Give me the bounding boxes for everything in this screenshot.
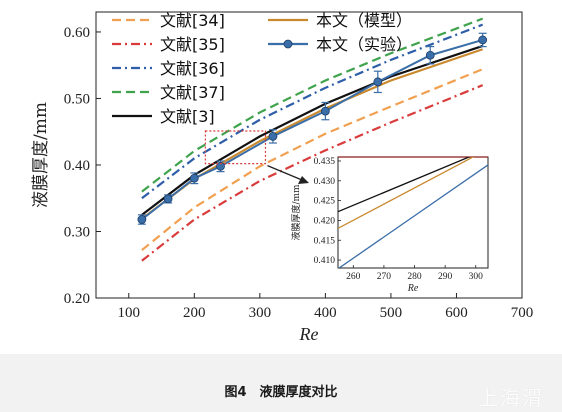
caption-bar [0, 354, 562, 412]
inset-x-tick-label: 260 [346, 272, 361, 282]
x-tick-label: 600 [445, 305, 468, 321]
inset-plot: 260 270 280 290 300 0.410 0.415 0.420 0.425 0.430… [290, 156, 489, 294]
legend-label: 文献[3] [160, 107, 215, 126]
y-tick-label: 0.30 [64, 224, 90, 240]
y-tick-label: 0.60 [64, 25, 90, 41]
data-point [163, 194, 173, 204]
x-tick-label: 700 [511, 305, 534, 321]
series-line [141, 17, 484, 193]
series-line [141, 44, 484, 216]
inset-y-tick-label: 0.430 [314, 177, 336, 187]
data-point [425, 50, 435, 60]
inset-y-tick-label: 0.410 [314, 256, 336, 266]
legend-marker [283, 39, 293, 49]
series-line [141, 84, 484, 262]
inset-frame [337, 156, 489, 269]
inset-x-tick-label: 290 [438, 272, 453, 282]
x-tick-label: 400 [314, 305, 337, 321]
inset-x-tick-label: 300 [469, 272, 484, 282]
inset-series-line [338, 164, 488, 268]
data-point [189, 173, 199, 183]
data-point [373, 77, 383, 87]
y-axis-label: 液膜厚度/mm [31, 102, 51, 208]
inset-y-tick-label: 0.425 [314, 197, 336, 207]
zoom-arrowhead [298, 176, 309, 184]
data-point [216, 161, 225, 171]
inset-x-tick-label: 280 [407, 272, 422, 282]
data-point [320, 106, 330, 116]
axes-group: 100 200 300 400 500 600 700 0.20 0.30 0.40 0.50 0.6… [31, 25, 533, 344]
zoom-region-box [204, 130, 267, 165]
legend-label: 本文（实验） [316, 35, 412, 54]
inset-x-axis-label: Re [407, 283, 419, 294]
series-line [141, 68, 484, 251]
y-tick-label: 0.40 [64, 158, 90, 174]
legend-label: 本文（模型） [316, 11, 412, 30]
series-line [141, 23, 484, 200]
legend-label: 文献[34] [160, 11, 225, 30]
legend: 文献[34] 文献[35] 文献[36] 文献[37] 文献[3] 本文（模型） 本文（实验… [112, 11, 412, 126]
inset-series-line [338, 157, 471, 213]
inset-y-tick-label: 0.435 [314, 157, 336, 167]
legend-label: 文献[37] [160, 83, 225, 102]
inset-x-tick-label: 270 [377, 272, 392, 282]
inset-y-axis-label: 液膜厚度/mm [290, 184, 302, 241]
zoom-arrow [267, 165, 303, 181]
x-tick-label: 200 [183, 305, 206, 321]
y-tick-label: 0.50 [64, 91, 90, 107]
data-point [478, 35, 488, 45]
chart: 文献[34] 文献[35] 文献[36] 文献[37] 文献[3] 本文（模型） 本文（实验… [31, 11, 533, 344]
data-point [137, 215, 147, 224]
y-tick-label: 0.20 [64, 291, 90, 307]
legend-label: 文献[35] [160, 35, 225, 54]
plot-frame [95, 11, 523, 299]
inset-y-tick-label: 0.415 [314, 236, 336, 246]
legend-label: 文献[36] [160, 59, 225, 78]
inset-series-line [338, 157, 475, 229]
x-tick-label: 500 [380, 305, 403, 321]
plot-frame-group [95, 11, 523, 299]
watermark-text: 上海渭 [478, 386, 544, 410]
inset-y-tick-label: 0.420 [314, 216, 336, 226]
x-tick-label: 100 [118, 305, 141, 321]
x-axis-label: Re [299, 324, 319, 344]
data-point [268, 131, 278, 141]
figure-caption: 图4 液膜厚度对比 [224, 385, 338, 400]
series-group [137, 17, 488, 262]
x-tick-label: 300 [249, 305, 272, 321]
